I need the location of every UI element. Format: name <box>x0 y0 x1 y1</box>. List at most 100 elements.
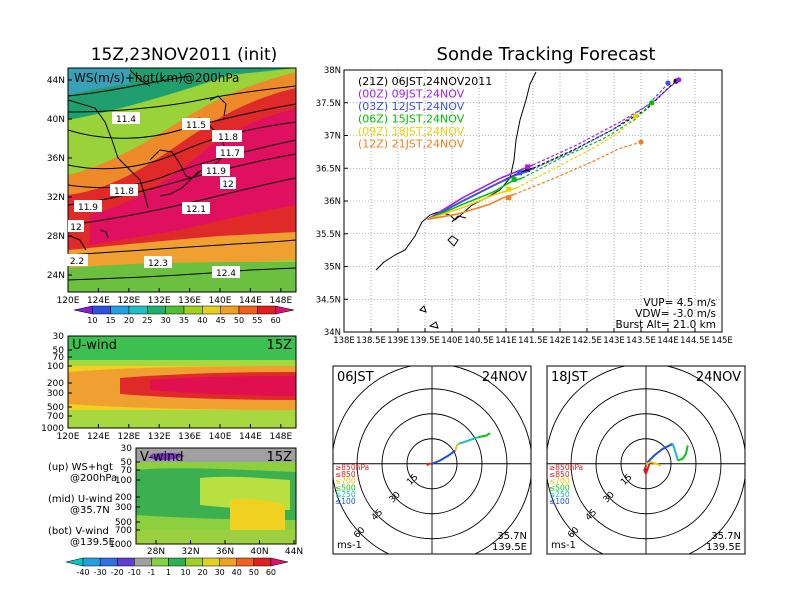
contour-label-bg <box>68 220 84 232</box>
contour-label: 12 <box>70 223 81 233</box>
contour-label: 11.5 <box>186 121 206 131</box>
track-x-tick-label: 139.5E <box>410 336 440 346</box>
track-y-tick-label: 35.5N <box>316 230 341 240</box>
track-x-tick-label: 139E <box>387 336 409 346</box>
track-lines <box>427 77 682 221</box>
hodograph-lat: 35.7N <box>497 531 527 542</box>
ws-colorbar-label: 30 <box>161 316 171 325</box>
uv-colorbar-swatch <box>116 557 135 567</box>
track-x-tick-label: 141.5E <box>518 336 548 346</box>
param-vup: VUP= 4.5 m/s <box>643 297 716 309</box>
hodograph-trace <box>671 443 679 461</box>
contour-label-bg <box>66 254 88 266</box>
track-legend-entry: (09Z) 18JST,24NOV <box>358 125 465 138</box>
contour-label-bg <box>110 184 138 196</box>
uv-colorbar-label: 50 <box>249 568 259 577</box>
hodograph-trace <box>454 443 460 451</box>
ws-colorbar-swatch <box>220 305 240 315</box>
contour-label: 11.7 <box>220 149 240 159</box>
u-band-core <box>150 376 296 396</box>
coastline-map <box>68 69 227 251</box>
burst-marker <box>506 195 512 201</box>
v-y-tick-label: 70 <box>121 466 133 476</box>
track-panel: (21Z) 06JST,24NOV2011(00Z) 09JST,24NOV(0… <box>316 66 733 346</box>
ws-band-lower-orange <box>68 232 296 275</box>
ws-colorbar-swatch <box>73 305 93 315</box>
hodograph-trace <box>426 462 432 467</box>
note-up-line1: (up) WS+hgt <box>48 462 113 473</box>
v-y-tick-label: 1000 <box>109 540 132 550</box>
uv-colorbar-swatch <box>185 557 203 567</box>
hodograph-level-label: ≤850 <box>335 470 356 479</box>
track-x-tick-label: 142.5E <box>572 336 602 346</box>
u-x-tick-label: 136E <box>178 432 201 442</box>
hodograph-level-label: ≤250 <box>335 490 356 499</box>
v-y-tick-label: 300 <box>115 503 132 513</box>
contour-label-bg <box>182 118 210 130</box>
ws-colorbar-swatch <box>202 305 221 315</box>
map-x-tick-label: 140E <box>209 296 232 306</box>
uv-colorbar-label: -10 <box>128 568 141 577</box>
panel-notes: (up) WS+hgt @200hPa (mid) U-wind @35.7N … <box>48 462 117 548</box>
track-descent-line <box>516 115 637 189</box>
uv-colorbar: -40 -30 -20 -10 -1 1 10 20 30 40 50 60 <box>65 557 289 577</box>
uv-colorbar-swatch <box>270 557 289 567</box>
v-x-tick-label: 36N <box>216 547 234 557</box>
v-x-tick-label: 32N <box>181 547 199 557</box>
note-mid-line2: @35.7N <box>70 505 110 516</box>
v-y-tick-label: 200 <box>115 493 132 503</box>
ws-colorbar-label: 15 <box>106 316 116 325</box>
u-x-tick-label: 120E <box>57 432 80 442</box>
v-y-tick-label: 100 <box>115 476 132 486</box>
track-descent-line <box>513 141 642 195</box>
map-y-tick-label: 36N <box>47 154 65 164</box>
uv-colorbar-label: -40 <box>77 568 90 577</box>
uv-colorbar-label: 40 <box>232 568 242 577</box>
track-legend-entry: (03Z) 12JST,24NOV <box>358 100 465 113</box>
hodograph-date: 24NOV <box>696 370 741 385</box>
track-legend-entry: (12Z) 21JST,24NOV <box>358 138 465 151</box>
track-x-tick-label: 140.5E <box>464 336 494 346</box>
map-y-tick-label: 40N <box>47 115 65 125</box>
contour-label: 12.4 <box>216 269 236 279</box>
uv-colorbar-label: 30 <box>215 568 225 577</box>
hodograph-level-label: ≥850hPa <box>549 463 583 472</box>
map-x-tick-label: 136E <box>178 296 201 306</box>
hodograph-trace <box>677 445 689 462</box>
hodograph-trace <box>478 432 491 439</box>
track-x-tick-label: 144E <box>657 336 679 346</box>
hodograph-level-label: ≤100 <box>549 497 570 506</box>
track-x-tick-label: 138.5E <box>356 336 386 346</box>
ws-band-lower-green <box>68 262 296 292</box>
u-wind-time: 15Z <box>267 338 293 353</box>
track-legend-entry: (06Z) 15JST,24NOV <box>358 113 465 126</box>
burst-marker <box>506 186 512 192</box>
track-y-tick-label: 34.5N <box>316 295 341 305</box>
uv-colorbar-swatch <box>202 557 220 567</box>
uv-colorbar-label: -20 <box>111 568 124 577</box>
uv-colorbar-swatch <box>168 557 186 567</box>
hodograph-trace <box>645 442 674 465</box>
hodograph-level-label: ≤100 <box>335 497 356 506</box>
v-x-tick-label: 44N <box>285 547 303 557</box>
track-y-tick-label: 36.5N <box>316 164 341 174</box>
ws-colorbar-label: 25 <box>142 316 152 325</box>
contour-label: 11.4 <box>116 115 136 125</box>
hodograph-level-label: ≤500 <box>335 483 356 492</box>
landing-marker <box>665 80 671 86</box>
ws-colorbar-label: 50 <box>234 316 244 325</box>
contour-label: 12.3 <box>148 259 168 269</box>
map-y-tick-label: 44N <box>47 76 65 86</box>
map-x-tick-label: 124E <box>87 296 110 306</box>
track-y-tick-label: 34N <box>324 328 341 338</box>
u-y-tick-label: 100 <box>47 362 64 372</box>
v-x-ticks: 28N 32N 36N 40N 44N <box>147 540 303 557</box>
u-x-tick-label: 132E <box>148 432 171 442</box>
track-descent-line <box>527 82 669 173</box>
left-title: 15Z,23NOV2011 (init) <box>91 45 278 65</box>
landing-marker <box>676 77 682 83</box>
v-y-tick-label: 500 <box>115 518 132 528</box>
